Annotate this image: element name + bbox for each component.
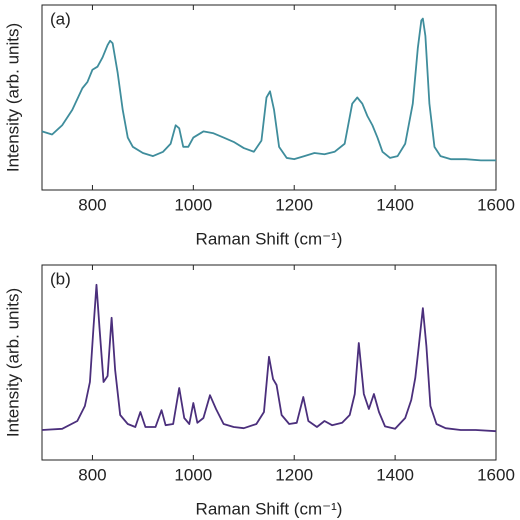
x-axis-label: Raman Shift (cm⁻¹): [196, 229, 343, 248]
panel-label: (b): [50, 269, 71, 288]
x-tick-label: 1200: [275, 465, 313, 484]
spectrum-line: [41, 17, 496, 162]
x-tick-label: 1400: [376, 195, 414, 214]
x-tick-label: 1600: [477, 465, 515, 484]
spectrum-line: [41, 283, 497, 433]
x-tick-label: 1400: [376, 465, 414, 484]
x-tick-label: 800: [78, 465, 106, 484]
x-tick-label: 1000: [174, 195, 212, 214]
x-tick-label: 1600: [477, 195, 515, 214]
y-axis-label: Intensity (arb. units): [3, 23, 22, 172]
x-tick-label: 800: [78, 195, 106, 214]
plot-frame: [41, 4, 497, 191]
x-axis-label: Raman Shift (cm⁻¹): [196, 499, 343, 518]
y-axis-label: Intensity (arb. units): [3, 288, 22, 437]
panel-label: (a): [50, 9, 71, 28]
x-tick-label: 1200: [275, 195, 313, 214]
x-tick-label: 1000: [174, 465, 212, 484]
plot-frame: [41, 264, 497, 461]
